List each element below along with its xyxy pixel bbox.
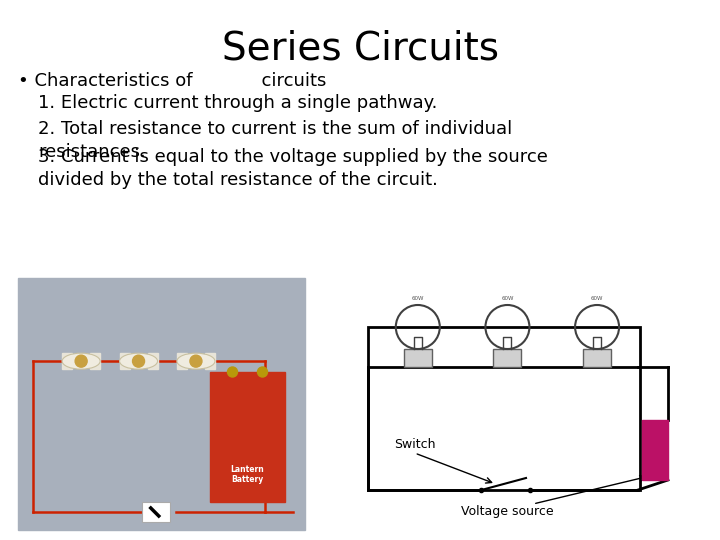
Bar	[90, 353, 100, 369]
Bar	[142, 502, 170, 522]
Text: 2. Total resistance to current is the sum of individual
resistances.: 2. Total resistance to current is the su…	[38, 120, 512, 161]
Circle shape	[258, 367, 268, 377]
Bar	[120, 353, 130, 369]
Bar	[493, 349, 521, 367]
Bar	[404, 349, 432, 367]
Text: Voltage source: Voltage source	[461, 505, 554, 518]
Text: Switch: Switch	[395, 438, 436, 451]
Bar	[642, 420, 668, 480]
Text: 60W: 60W	[501, 296, 513, 301]
Text: 60W: 60W	[412, 296, 424, 301]
Text: Lantern
Battery: Lantern Battery	[230, 464, 264, 484]
Circle shape	[190, 355, 202, 367]
Text: • Characteristics of            circuits: • Characteristics of circuits	[18, 72, 326, 90]
Bar	[210, 372, 285, 502]
Circle shape	[228, 367, 238, 377]
Ellipse shape	[177, 353, 215, 369]
Ellipse shape	[62, 353, 100, 369]
Bar	[205, 353, 215, 369]
Bar	[583, 349, 611, 367]
Text: 60W: 60W	[591, 296, 603, 301]
Bar	[177, 353, 187, 369]
Circle shape	[75, 355, 87, 367]
Circle shape	[132, 355, 145, 367]
Text: Series Circuits: Series Circuits	[222, 30, 498, 68]
Bar	[18, 278, 305, 530]
Bar	[62, 353, 72, 369]
Text: 1. Electric current through a single pathway.: 1. Electric current through a single pat…	[38, 94, 437, 112]
Text: 3. Current is equal to the voltage supplied by the source
divided by the total r: 3. Current is equal to the voltage suppl…	[38, 148, 548, 189]
Bar	[368, 327, 640, 490]
Ellipse shape	[120, 353, 158, 369]
Bar	[148, 353, 158, 369]
